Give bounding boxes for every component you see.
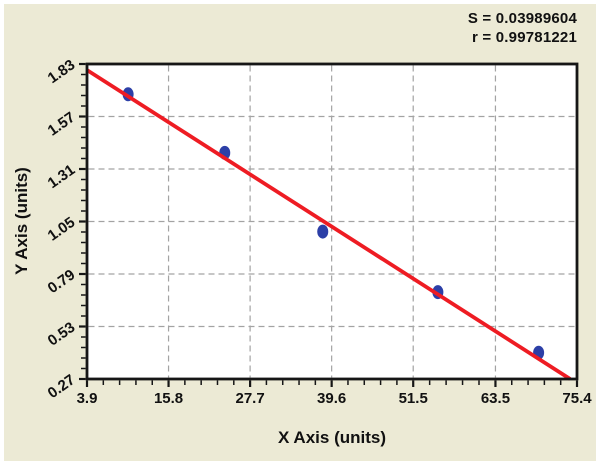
y-axis-title: Y Axis (units) (12, 167, 31, 275)
x-axis-title: X Axis (units) (278, 428, 386, 447)
x-tick-label: 15.8 (154, 390, 183, 407)
stats-annotation: S = 0.03989604 r = 0.99781221 (468, 9, 577, 47)
plot-area: 3.9 15.8 27.7 39.6 51.5 63.5 75.4 0.27 0.53 0.79 1… (45, 56, 593, 407)
x-tick-label: 51.5 (399, 390, 428, 407)
x-tick-label: 39.6 (317, 390, 346, 407)
x-tick-label: 3.9 (77, 390, 98, 407)
plot-border (85, 62, 579, 381)
x-tick-label: 27.7 (236, 390, 265, 407)
x-tick-label: 75.4 (562, 390, 592, 407)
regression-line (85, 68, 572, 381)
x-tick-label: 63.5 (481, 390, 510, 407)
data-point (317, 224, 329, 239)
scatter-plot-svg: 3.9 15.8 27.7 39.6 51.5 63.5 75.40.270.530.791… (45, 56, 593, 407)
stat-s-value: S = 0.03989604 (467, 10, 577, 27)
stat-r-value: r = 0.99781221 (472, 29, 577, 46)
